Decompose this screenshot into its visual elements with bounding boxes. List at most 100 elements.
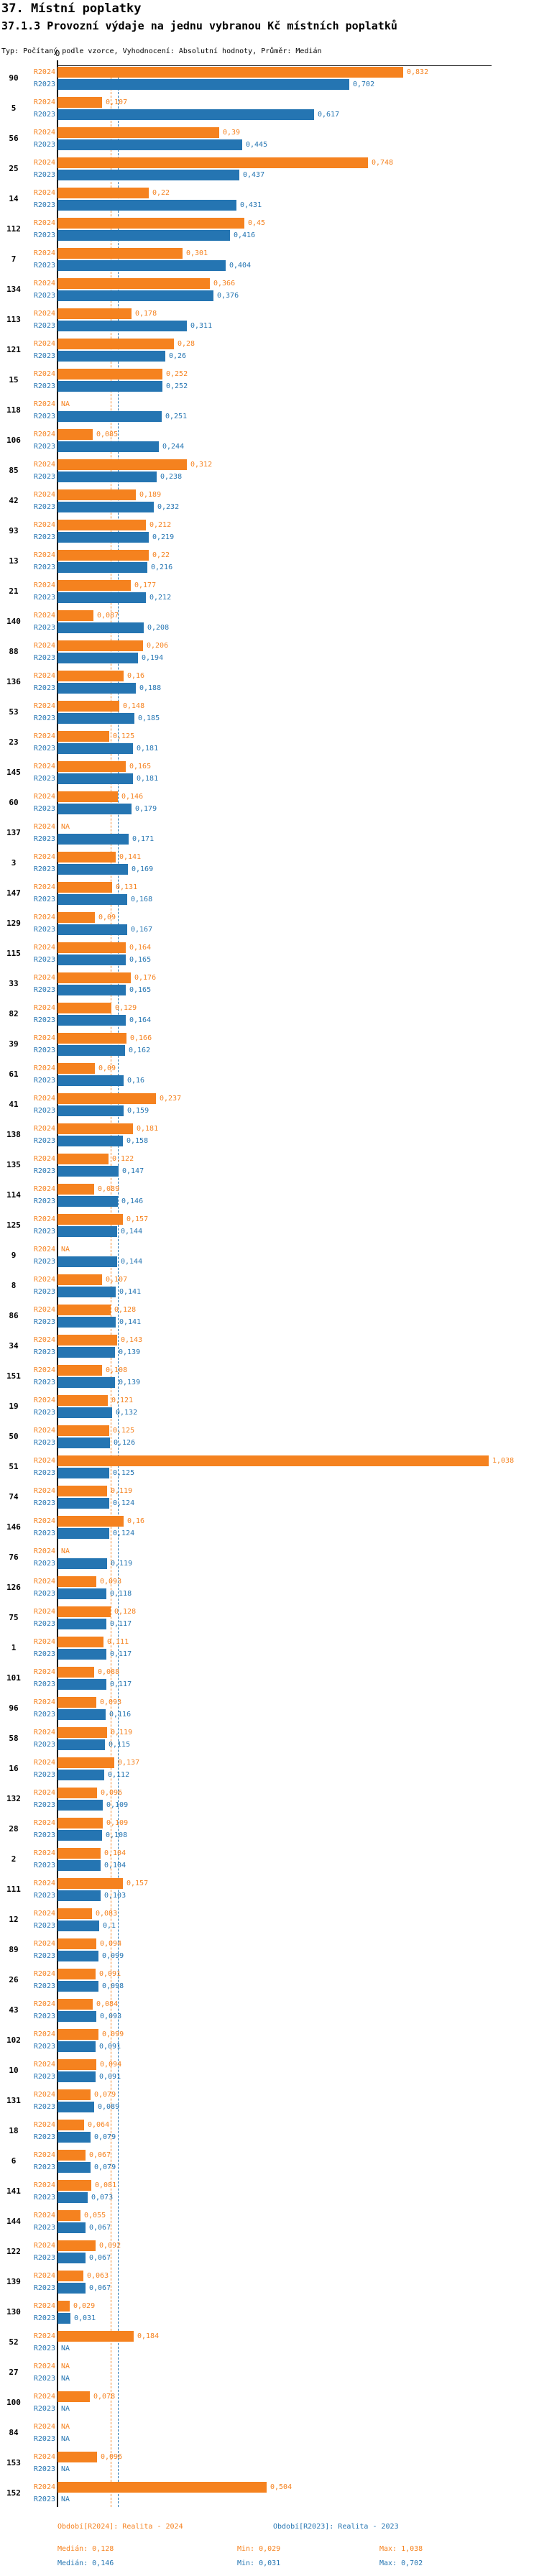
bar-r2024 (57, 2271, 83, 2281)
chart-row: 86 R2024 0,128 R2023 0,141 (0, 1305, 539, 1328)
series-label-r2024: R2024 (33, 672, 55, 680)
chart-row: 111 R2024 0,157 R2023 0,103 (0, 1878, 539, 1901)
row-label: 135 (6, 1160, 21, 1169)
bar-r2024 (57, 1154, 109, 1164)
series-label-r2024: R2024 (33, 1547, 55, 1555)
stat-max-r2024: Max: 1,038 (379, 2545, 423, 2553)
series-label-r2024: R2024 (33, 1246, 55, 1254)
bar-value-r2024: 0,094 (100, 2061, 122, 2069)
bar-value-r2023: 0,089 (98, 2103, 120, 2111)
series-label-r2023: R2023 (33, 1348, 55, 1356)
stat-median-r2024: Medián: 0,128 (57, 2545, 114, 2553)
bar-value-r2023: 0,031 (74, 2314, 96, 2322)
bar-r2023 (57, 894, 127, 905)
bar-value-r2024: 0,079 (94, 2091, 116, 2099)
chart-row: 137 R2024 NA R2023 0,171 (0, 822, 539, 845)
bar-r2023 (57, 1256, 117, 1267)
bar-value-r2024: 0,121 (111, 1397, 134, 1404)
row-label: 19 (9, 1402, 19, 1411)
series-label-r2024: R2024 (33, 431, 55, 438)
bar-value-r2024: 0,128 (114, 1306, 137, 1314)
bar-value-r2024: 0,083 (96, 1910, 118, 1918)
bar-r2024 (57, 2120, 84, 2130)
bar-r2024 (57, 942, 126, 953)
chart-row: 16 R2024 0,137 R2023 0,112 (0, 1757, 539, 1780)
chart-row: 41 R2024 0,237 R2023 0,159 (0, 1093, 539, 1116)
bar-r2024 (57, 1576, 96, 1587)
bar-r2023 (57, 411, 162, 422)
series-label-r2024: R2024 (33, 461, 55, 469)
bar-value-r2024: 0,107 (106, 98, 128, 106)
bar-value-r2024: 0,45 (248, 219, 266, 227)
series-label-r2023: R2023 (33, 745, 55, 753)
chart-row: 146 R2024 0,16 R2023 0,124 (0, 1516, 539, 1539)
chart-row: 131 R2024 0,079 R2023 0,089 (0, 2089, 539, 2112)
bar-r2023 (57, 1860, 101, 1871)
bar-value-r2023: 0,251 (165, 413, 188, 420)
chart-row: 51 R2024 1,038 R2023 0,125 (0, 1455, 539, 1478)
series-label-r2024: R2024 (33, 2363, 55, 2370)
bar-r2024 (57, 2331, 134, 2342)
series-label-r2023: R2023 (33, 2163, 55, 2171)
bar-value-r2023: 0,079 (94, 2133, 116, 2141)
bar-r2023 (57, 1588, 106, 1599)
series-label-r2024: R2024 (33, 1185, 55, 1193)
series-label-r2023: R2023 (33, 835, 55, 843)
series-label-r2024: R2024 (33, 98, 55, 106)
chart-row: 144 R2024 0,055 R2023 0,067 (0, 2210, 539, 2233)
series-label-r2023: R2023 (33, 1560, 55, 1568)
series-label-r2024: R2024 (33, 2302, 55, 2310)
series-label-r2023: R2023 (33, 986, 55, 994)
chart-row: 100 R2024 0,078 R2023 NA (0, 2391, 539, 2414)
bar-r2023 (57, 472, 157, 482)
series-label-r2023: R2023 (33, 1318, 55, 1326)
bar-r2024 (57, 308, 132, 319)
series-label-r2024: R2024 (33, 1668, 55, 1676)
row-label: 53 (9, 707, 19, 717)
row-label: 61 (9, 1070, 19, 1079)
series-label-r2024: R2024 (33, 1034, 55, 1042)
bar-value-r2023: 0,171 (132, 835, 155, 843)
series-label-r2023: R2023 (33, 2043, 55, 2051)
row-label: 27 (9, 2368, 19, 2377)
bar-r2023 (57, 321, 187, 331)
bar-value-r2024: 0,16 (127, 672, 145, 680)
median-line-r2023 (118, 67, 119, 2507)
bar-r2024 (57, 1033, 126, 1044)
bar-value-r2024: 0,096 (101, 1789, 123, 1797)
series-label-r2024: R2024 (33, 2061, 55, 2069)
series-label-r2023: R2023 (33, 1741, 55, 1749)
bar-value-r2023: 0,067 (89, 2254, 111, 2262)
bar-value-r2024: 0,128 (114, 1608, 137, 1616)
bar-value-r2023: 0,118 (110, 1590, 132, 1598)
bar-value-r2023: 0,702 (353, 80, 375, 88)
series-label-r2024: R2024 (33, 68, 55, 76)
series-label-r2024: R2024 (33, 974, 55, 982)
series-label-r2023: R2023 (33, 1469, 55, 1477)
series-label-r2023: R2023 (33, 1801, 55, 1809)
chart-row: 130 R2024 0,029 R2023 0,031 (0, 2301, 539, 2324)
bar-r2023 (57, 653, 138, 663)
bar-value-r2024: 0,212 (149, 521, 172, 529)
bar-r2024 (57, 791, 118, 802)
bar-r2023 (57, 1679, 106, 1690)
row-label: 151 (6, 1371, 21, 1381)
bar-r2024 (57, 1063, 95, 1074)
stat-min-r2024: Min: 0,029 (237, 2545, 281, 2553)
chart-row: 58 R2024 0,119 R2023 0,115 (0, 1727, 539, 1750)
bar-value-r2023: 0,617 (318, 111, 340, 119)
bar-value-r2024: 0,125 (113, 732, 135, 740)
chart-row: 114 R2024 0,089 R2023 0,146 (0, 1184, 539, 1207)
row-label: 18 (9, 2126, 19, 2135)
bar-value-r2023: 0,091 (99, 2073, 121, 2081)
series-label-r2023: R2023 (33, 201, 55, 209)
bar-r2024 (57, 1848, 101, 1859)
series-label-r2024: R2024 (33, 1638, 55, 1646)
bar-value-r2024: 0,504 (270, 2483, 292, 2491)
bar-value-r2024: 0,111 (107, 1638, 129, 1646)
series-label-r2023: R2023 (33, 2254, 55, 2262)
series-label-r2024: R2024 (33, 189, 55, 197)
row-label: 6 (11, 2156, 17, 2166)
bar-value-r2023: 0,16 (127, 1077, 145, 1085)
row-label: 153 (6, 2458, 21, 2467)
